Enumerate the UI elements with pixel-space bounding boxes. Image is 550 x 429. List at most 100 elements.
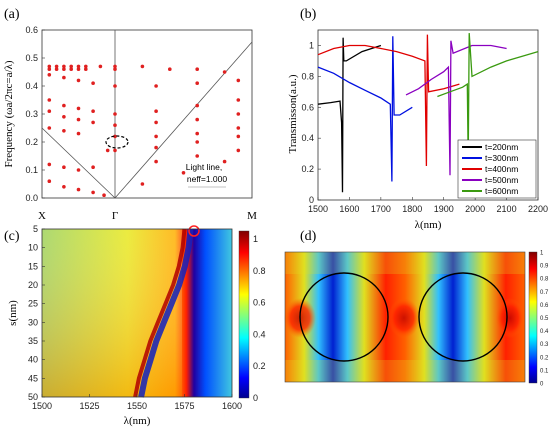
- band-point: [69, 67, 73, 71]
- b-ytick-label: 1: [309, 40, 314, 50]
- legend-entry-1: t=200nm: [485, 142, 518, 152]
- band-point: [195, 131, 199, 136]
- highlight-ellipse: [105, 135, 129, 149]
- band-point: [62, 185, 66, 189]
- c-ytick-label: 10: [28, 243, 38, 253]
- band-point: [62, 165, 66, 169]
- band-point: [181, 171, 186, 175]
- b-xtick-label: 1500: [308, 204, 328, 214]
- band-point: [154, 159, 158, 164]
- band-point: [113, 134, 117, 139]
- a-ytick-label: 0.3: [25, 109, 38, 119]
- band-point: [154, 84, 158, 88]
- anti-resonance-ridge: [138, 228, 194, 398]
- light-line-note-1: Light line,: [186, 162, 222, 172]
- transmission-line-3: [317, 34, 460, 167]
- a-xtick-label: M: [247, 210, 257, 222]
- b-xtick-label: 1800: [402, 204, 422, 214]
- b-xtick-label: 2100: [497, 204, 517, 214]
- panel-a-ylabel: Frequency (ωa/2πc=a/λ): [3, 60, 15, 167]
- air-hole-right: [418, 272, 508, 362]
- band-point: [154, 145, 158, 150]
- band-point: [236, 126, 241, 130]
- band-point: [91, 81, 95, 85]
- b-ytick-label: 0.6: [301, 102, 314, 112]
- panel-b-xticks: 1500 1600 1700 1800 1900 2000 2100 2200: [308, 197, 548, 214]
- d-cbar-label: 0.5: [540, 316, 549, 322]
- panel-d-colorbar: [528, 251, 538, 384]
- c-xtick-label: 1575: [174, 401, 194, 411]
- band-point: [47, 179, 52, 183]
- band-point: [47, 126, 52, 130]
- band-point: [54, 67, 59, 71]
- band-point: [91, 190, 95, 195]
- band-point: [236, 112, 241, 116]
- band-point: [195, 140, 199, 144]
- light-line-note-2: neff=1.000: [187, 174, 228, 184]
- band-point: [195, 154, 199, 158]
- transmission-line-2: [317, 36, 413, 182]
- panel-a: (a) Frequency (ωa/2πc=a/λ) 0.00.10.20.30…: [3, 7, 257, 222]
- c-xtick-label: 1500: [32, 401, 52, 411]
- band-point: [47, 162, 52, 167]
- band-point: [91, 165, 95, 169]
- panel-c-colorbar: [238, 230, 250, 399]
- panel-c-ylabel: s(nm): [7, 300, 19, 326]
- band-point: [62, 115, 66, 119]
- band-point: [76, 67, 81, 71]
- c-ytick-label: 40: [28, 355, 38, 365]
- c-cbar-label: 0: [253, 393, 258, 403]
- d-cbar-label: 0.1: [540, 368, 549, 374]
- a-ytick-label: 0.2: [25, 137, 38, 147]
- panel-b-xlabel: λ(nm): [415, 219, 442, 231]
- band-point: [113, 67, 117, 71]
- resonance-marker: [188, 225, 200, 237]
- band-point: [62, 75, 66, 80]
- band-point: [76, 106, 81, 111]
- d-cbar-label: 0.6: [540, 303, 549, 309]
- panel-c-heatmap-shade: [42, 229, 182, 397]
- band-point: [76, 64, 81, 69]
- band-point: [76, 187, 81, 192]
- b-xtick-label: 2000: [465, 204, 485, 214]
- band-point: [76, 168, 81, 172]
- panel-b-ylabel: Transmisson(a.u.): [287, 74, 299, 153]
- band-point: [236, 134, 241, 139]
- hot-spot-right: [496, 298, 524, 338]
- band-point: [195, 117, 199, 122]
- d-cbar-label: 0.2: [540, 355, 549, 361]
- band-point: [47, 67, 52, 71]
- band-point: [62, 129, 66, 133]
- c-xtick-label: 1525: [79, 401, 99, 411]
- panel-c-xlabel: λ(nm): [124, 415, 151, 427]
- panel-a-yticks: 0.0 0.1 0.2 0.3 0.4 0.5 0.6: [25, 25, 45, 203]
- b-xtick-label: 1700: [371, 204, 391, 214]
- c-ytick-label: 50: [28, 392, 38, 402]
- light-line-right: [114, 41, 253, 199]
- b-ytick-label: 0.8: [301, 71, 314, 81]
- panel-d-bottom-band: [285, 360, 525, 382]
- c-cbar-label: 0.6: [253, 298, 266, 308]
- transmission-line-5: [437, 33, 539, 162]
- panel-b: (b) Transmisson(a.u.) λ(nm) 0 0.2 0.4 0.6 0.…: [287, 7, 548, 231]
- band-point: [168, 67, 172, 71]
- panel-c-label: (c): [4, 229, 20, 244]
- a-ytick-label: 0.5: [25, 53, 38, 63]
- transmission-line-1: [317, 37, 382, 193]
- a-ytick-label: 0.4: [25, 81, 38, 91]
- c-cbar-label: 0.2: [253, 361, 266, 371]
- b-xtick-label: 1600: [339, 204, 359, 214]
- panel-d-top-band: [285, 252, 525, 274]
- d-cbar-label: 0.4: [540, 329, 549, 335]
- panel-d-label: (d): [300, 229, 317, 244]
- c-cbar-label: 1: [253, 234, 258, 244]
- a-xtick-label: Γ: [112, 210, 118, 222]
- band-point: [91, 109, 95, 113]
- c-cbar-label: 0.4: [253, 329, 266, 339]
- band-point: [154, 134, 158, 139]
- band-point: [195, 103, 199, 108]
- a-ytick-label: 0.1: [25, 165, 38, 175]
- c-ytick-label: 20: [28, 280, 38, 290]
- d-cbar-label: 0.9: [540, 264, 549, 270]
